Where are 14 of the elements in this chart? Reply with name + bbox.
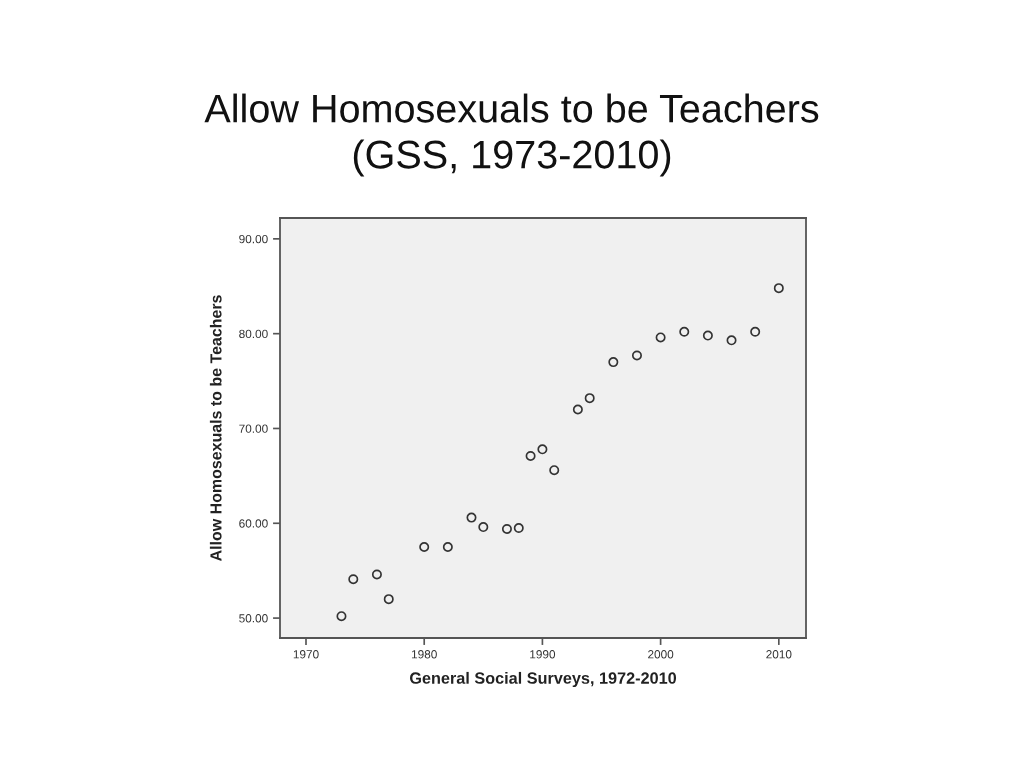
- chart-title: Allow Homosexuals to be Teachers: [204, 93, 819, 123]
- y-tick-label: 50.00: [239, 614, 268, 623]
- y-tick-label: 80.00: [239, 329, 268, 339]
- y-axis-title: Allow Homosexuals to be Teachers: [209, 295, 222, 562]
- x-tick-label: 1970: [293, 650, 319, 659]
- y-tick-label: 70.00: [239, 424, 268, 433]
- y-tick-label: 90.00: [239, 234, 268, 244]
- y-tick-label: 60.00: [239, 519, 268, 528]
- x-tick-label: 1990: [530, 650, 556, 659]
- x-tick-label: 2010: [766, 650, 792, 659]
- x-axis-title: General Social Surveys, 1972-2010: [409, 671, 677, 688]
- x-tick-label: 2000: [648, 650, 674, 659]
- chart-subtitle: (GSS, 1973-2010): [353, 139, 671, 177]
- x-tick-label: 1980: [411, 650, 437, 659]
